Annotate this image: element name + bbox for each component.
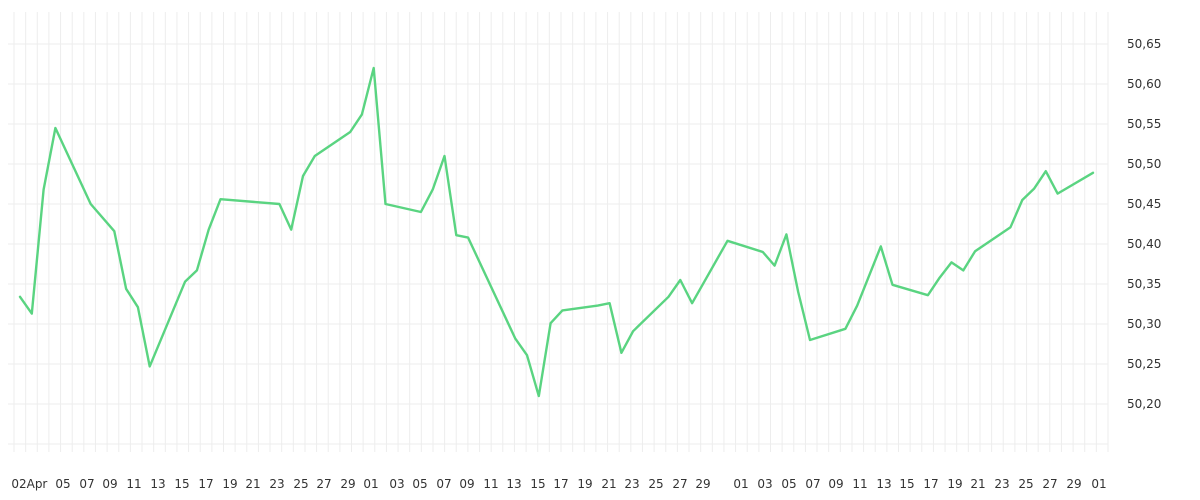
x-tick-label: 11	[483, 477, 498, 491]
x-tick-label: 02	[11, 477, 26, 491]
x-tick-label: 17	[923, 477, 938, 491]
x-tick-label: 17	[553, 477, 568, 491]
x-tick-label: 09	[459, 477, 474, 491]
x-tick-label: 09	[102, 477, 117, 491]
x-tick-label: 01	[363, 477, 378, 491]
vertical-gridlines	[13, 12, 1109, 452]
x-tick-label: 29	[340, 477, 355, 491]
x-tick-label: 09	[828, 477, 843, 491]
x-tick-label: 21	[245, 477, 260, 491]
x-tick-label: 11	[126, 477, 141, 491]
x-tick-label: 15	[899, 477, 914, 491]
y-tick-label: 50,25	[1127, 357, 1161, 371]
x-tick-label: 01	[733, 477, 748, 491]
x-tick-label: 03	[757, 477, 772, 491]
x-tick-label: 03	[389, 477, 404, 491]
x-tick-label: 13	[506, 477, 521, 491]
x-tick-label: 29	[1066, 477, 1081, 491]
x-tick-label: 13	[150, 477, 165, 491]
x-tick-label: 19	[577, 477, 592, 491]
y-tick-label: 50,60	[1127, 77, 1161, 91]
x-tick-label: 17	[198, 477, 213, 491]
x-tick-label: 25	[293, 477, 308, 491]
x-tick-label: 05	[781, 477, 796, 491]
x-tick-label: 27	[672, 477, 687, 491]
x-tick-label: 11	[852, 477, 867, 491]
x-tick-label: 23	[624, 477, 639, 491]
y-tick-label: 50,65	[1127, 37, 1161, 51]
x-tick-label: 05	[412, 477, 427, 491]
x-tick-label: 21	[970, 477, 985, 491]
y-tick-label: 50,30	[1127, 317, 1161, 331]
y-tick-label: 50,45	[1127, 197, 1161, 211]
y-tick-label: 50,35	[1127, 277, 1161, 291]
x-tick-label: 25	[1018, 477, 1033, 491]
x-tick-label: 07	[805, 477, 820, 491]
x-tick-label: 19	[222, 477, 237, 491]
x-tick-label: 21	[601, 477, 616, 491]
series-layer	[18, 66, 1095, 398]
x-tick-label: 13	[876, 477, 891, 491]
x-tick-label: 23	[269, 477, 284, 491]
x-tick-label: 19	[947, 477, 962, 491]
y-tick-label: 50,20	[1127, 397, 1161, 411]
x-tick-label: 27	[316, 477, 331, 491]
y-tick-label: 50,55	[1127, 117, 1161, 131]
x-axis: 02 Apr 05 07 09 11 13 15 17 19 21 23 25 27 29 01 03 05 07 0…	[11, 477, 1106, 491]
series-line	[18, 66, 1095, 398]
y-tick-label: 50,50	[1127, 157, 1161, 171]
x-tick-label: 27	[1042, 477, 1057, 491]
y-tick-label: 50,40	[1127, 237, 1161, 251]
x-tick-label: 15	[174, 477, 189, 491]
x-tick-label: 05	[55, 477, 70, 491]
x-tick-label: Apr	[27, 477, 48, 491]
y-axis: 50,20 50,25 50,30 50,35 50,40 50,45 50,50 50,55…	[1127, 37, 1161, 411]
x-tick-label: 25	[648, 477, 663, 491]
x-tick-label: 01	[1091, 477, 1106, 491]
x-tick-label: 23	[994, 477, 1009, 491]
x-tick-label: 29	[695, 477, 710, 491]
x-tick-label: 07	[436, 477, 451, 491]
x-tick-label: 15	[530, 477, 545, 491]
x-tick-label: 07	[79, 477, 94, 491]
horizontal-gridlines	[8, 43, 1108, 445]
